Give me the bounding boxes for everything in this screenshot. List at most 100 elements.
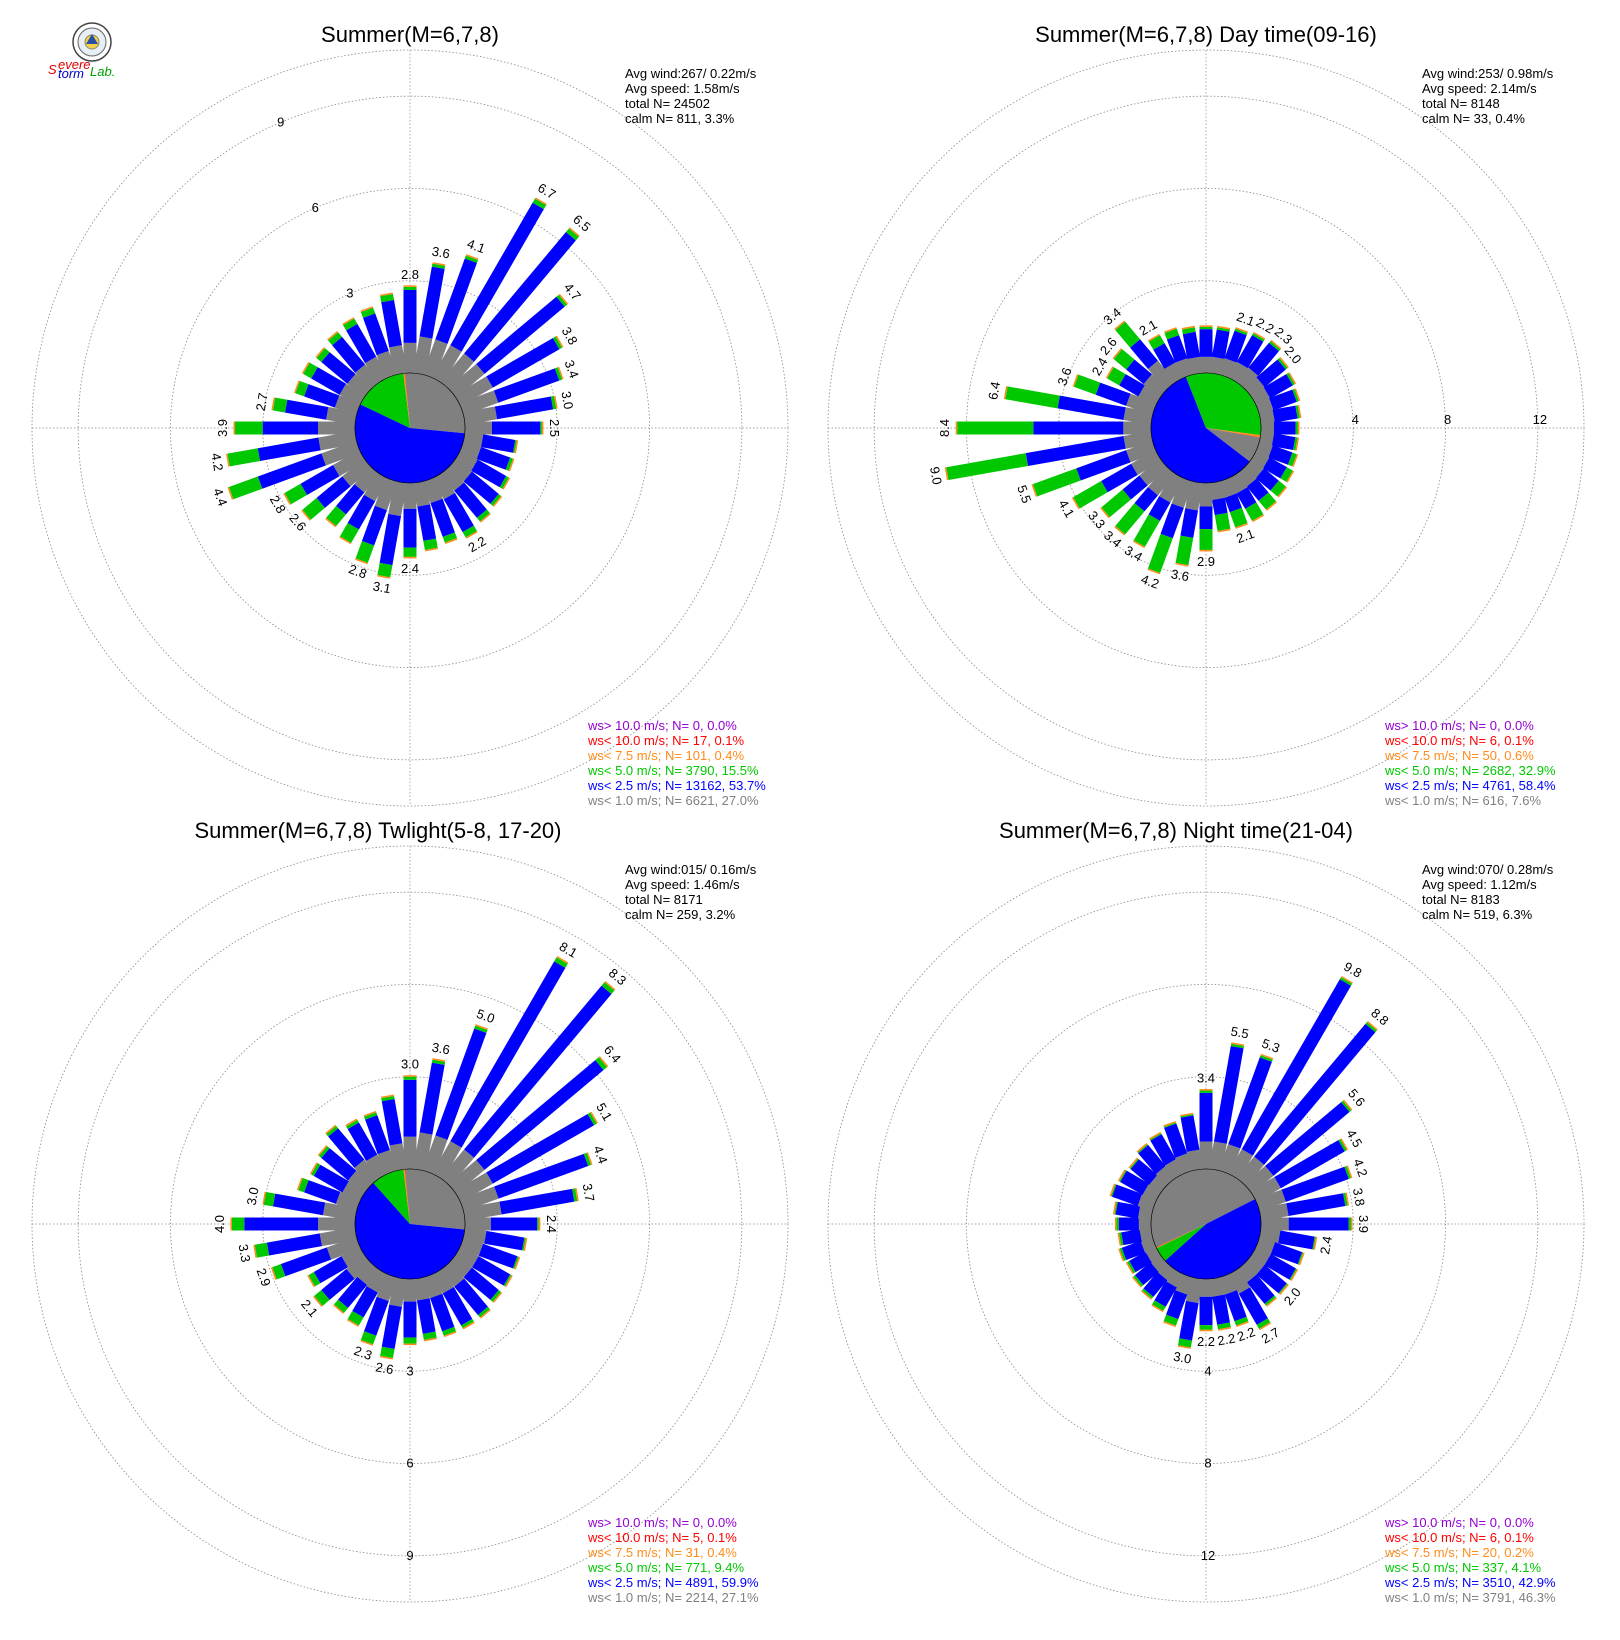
bar-segment-orange bbox=[492, 1291, 503, 1303]
info-line: calm N= 811, 3.3% bbox=[625, 111, 735, 126]
bar-segment-orange bbox=[514, 1256, 521, 1270]
bar-segment-blue bbox=[1264, 1253, 1296, 1280]
bar-segment-green bbox=[1293, 437, 1298, 451]
bar-segment-calm bbox=[463, 1201, 502, 1221]
bar-segment-green bbox=[490, 1289, 502, 1302]
bar-segment-blue bbox=[1153, 343, 1176, 369]
bar-segment-green bbox=[946, 453, 1028, 481]
bar-segment-blue bbox=[1286, 1193, 1346, 1217]
wind-bar bbox=[333, 1261, 380, 1314]
bar-segment-orange bbox=[315, 347, 325, 359]
wind-bar bbox=[1199, 325, 1213, 373]
bar-segment-blue bbox=[450, 961, 566, 1148]
wind-bar bbox=[301, 458, 373, 521]
wind-bar bbox=[1250, 449, 1295, 483]
panel-title: Summer(M=6,7,8) Day time(09-16) bbox=[1035, 22, 1377, 47]
bar-segment-blue bbox=[304, 1180, 341, 1204]
info-line: Avg speed: 2.14m/s bbox=[1422, 81, 1537, 96]
wind-bar bbox=[253, 1227, 357, 1258]
bar-segment-blue bbox=[472, 1256, 511, 1286]
wind-bar bbox=[431, 472, 478, 539]
bar-segment-blue bbox=[1130, 1159, 1158, 1185]
bar-segment-calm bbox=[1139, 1227, 1153, 1242]
bar-segment-calm bbox=[341, 1245, 366, 1268]
wind-bar bbox=[325, 465, 380, 528]
bar-segment-calm bbox=[1243, 458, 1265, 479]
bar-segment-orange bbox=[479, 513, 491, 523]
bar-segment-blue bbox=[1238, 1287, 1268, 1325]
bar-segment-orange bbox=[1117, 1232, 1122, 1246]
bar-segment-blue bbox=[332, 336, 366, 373]
bar-segment-blue bbox=[1211, 329, 1230, 360]
bar-segment-calm bbox=[447, 1254, 472, 1278]
bar-segment-blue bbox=[1121, 1229, 1142, 1246]
bar-segment-green bbox=[1116, 1217, 1119, 1231]
bar-segment-calm bbox=[440, 1149, 475, 1187]
bar-segment-orange bbox=[380, 1094, 395, 1099]
bar-segment-green bbox=[474, 1025, 488, 1033]
legend-line: ws< 7.5 m/s; N= 31, 0.4% bbox=[587, 1545, 737, 1560]
wind-bar bbox=[342, 317, 389, 384]
bar-segment-blue bbox=[476, 446, 511, 470]
calm-pie-slice-red bbox=[1206, 428, 1261, 438]
bar-value-label: 2.1 bbox=[1235, 309, 1257, 329]
bar-segment-orange bbox=[1072, 374, 1079, 387]
bar-segment-blue bbox=[463, 471, 499, 504]
wind-bar bbox=[447, 458, 503, 507]
svg-text:evere: evere bbox=[58, 57, 91, 72]
bar-segment-calm bbox=[1236, 367, 1259, 391]
calm-pie-outline bbox=[1150, 372, 1262, 484]
wind-bar bbox=[1227, 331, 1266, 384]
bar-segment-orange bbox=[514, 440, 519, 454]
bar-segment-green bbox=[1277, 358, 1288, 370]
wind-bar bbox=[233, 421, 356, 435]
bar-segment-green bbox=[464, 255, 479, 263]
bar-segment-blue bbox=[1274, 1140, 1345, 1189]
info-line: total N= 24502 bbox=[625, 96, 710, 111]
bar-segment-blue bbox=[1095, 382, 1131, 406]
bar-segment-blue bbox=[1212, 497, 1228, 516]
bar-segment-orange bbox=[1175, 562, 1189, 567]
wind-bar bbox=[1236, 465, 1277, 511]
bar-segment-green bbox=[1216, 327, 1230, 332]
bar-segment-blue bbox=[272, 1193, 326, 1216]
wind-bar bbox=[360, 306, 398, 379]
bar-segment-blue bbox=[1134, 1262, 1159, 1286]
bar-segment-orange bbox=[423, 1337, 437, 1342]
bar-segment-calm bbox=[422, 339, 448, 379]
bar-segment-blue bbox=[1101, 463, 1138, 493]
wind-bar bbox=[1255, 1165, 1353, 1212]
bar-segment-calm bbox=[365, 356, 389, 384]
legend-line: ws< 7.5 m/s; N= 50, 0.6% bbox=[1384, 748, 1534, 763]
bar-segment-green bbox=[442, 532, 458, 543]
bar-segment-blue bbox=[435, 1028, 487, 1140]
bar-segment-green bbox=[1133, 514, 1160, 547]
info-line: calm N= 33, 0.4% bbox=[1422, 111, 1525, 126]
bar-value-label: 3.6 bbox=[431, 244, 451, 262]
bar-segment-green bbox=[1118, 1232, 1124, 1246]
bar-segment-blue bbox=[1262, 457, 1287, 479]
bar-segment-blue bbox=[443, 492, 474, 533]
bar-segment-orange bbox=[1132, 540, 1145, 549]
bar-segment-orange bbox=[575, 1188, 579, 1202]
bar-segment-orange bbox=[1345, 1192, 1350, 1206]
bar-segment-blue bbox=[262, 421, 319, 435]
bar-value-label: 4.2 bbox=[1350, 1157, 1370, 1179]
bar-segment-blue bbox=[364, 1296, 389, 1336]
bar-segment-blue bbox=[1148, 496, 1171, 521]
legend-line: ws< 5.0 m/s; N= 3790, 15.5% bbox=[587, 763, 759, 778]
wind-rose-panel-4: 48123.45.55.39.88.85.64.54.23.83.92.42.0… bbox=[827, 818, 1585, 1605]
bar-segment-orange bbox=[1199, 1329, 1213, 1332]
wind-rose-panel-2: 4 8 122.12.22.32.02.12.93.64.23.43.43.34.1… bbox=[827, 22, 1585, 808]
bar-value-label: 5.1 bbox=[593, 1100, 615, 1123]
wind-bar bbox=[1177, 1277, 1203, 1349]
bar-segment-orange bbox=[1163, 1120, 1176, 1127]
bar-segment-blue bbox=[476, 296, 565, 374]
bar-segment-green bbox=[1178, 1338, 1193, 1348]
bar-segment-green bbox=[355, 541, 375, 563]
bar-segment-green bbox=[254, 1242, 270, 1258]
bar-segment-green bbox=[572, 1188, 578, 1202]
bar-segment-orange bbox=[327, 331, 339, 341]
wind-bar bbox=[317, 1145, 373, 1194]
